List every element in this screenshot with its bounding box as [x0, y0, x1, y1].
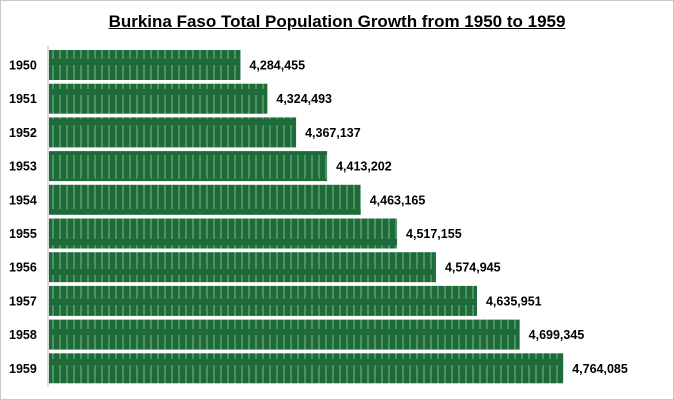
category-label: 1950 [9, 59, 37, 73]
bar-1958 [49, 319, 520, 350]
bar-1952 [49, 117, 297, 148]
data-label: 4,574,945 [445, 261, 501, 275]
category-label: 1956 [9, 261, 37, 275]
data-label: 4,284,455 [249, 59, 305, 73]
data-label: 4,463,165 [370, 193, 426, 207]
bar-1950 [49, 50, 241, 80]
category-label: 1953 [9, 160, 37, 174]
category-label: 1957 [9, 294, 37, 308]
bar-1951 [49, 83, 268, 114]
chart-title: Burkina Faso Total Population Growth fro… [108, 12, 566, 31]
bar-1959 [49, 353, 564, 384]
bar-1956 [49, 252, 436, 283]
data-label: 4,517,155 [406, 227, 462, 241]
bar-1954 [49, 184, 361, 215]
category-label: 1954 [9, 193, 37, 207]
category-label: 1958 [9, 328, 37, 342]
data-label: 4,367,137 [305, 126, 361, 140]
data-label: 4,324,493 [276, 92, 332, 106]
bar-1953 [49, 151, 328, 182]
category-label: 1951 [9, 92, 37, 106]
data-label: 4,699,345 [529, 328, 585, 342]
bar-1955 [49, 218, 398, 249]
category-label: 1959 [9, 362, 37, 376]
bar-1957 [49, 285, 477, 316]
category-label: 1955 [9, 227, 37, 241]
data-label: 4,413,202 [336, 160, 392, 174]
data-label: 4,764,085 [572, 362, 628, 376]
data-label: 4,635,951 [486, 294, 542, 308]
category-label: 1952 [9, 126, 37, 140]
